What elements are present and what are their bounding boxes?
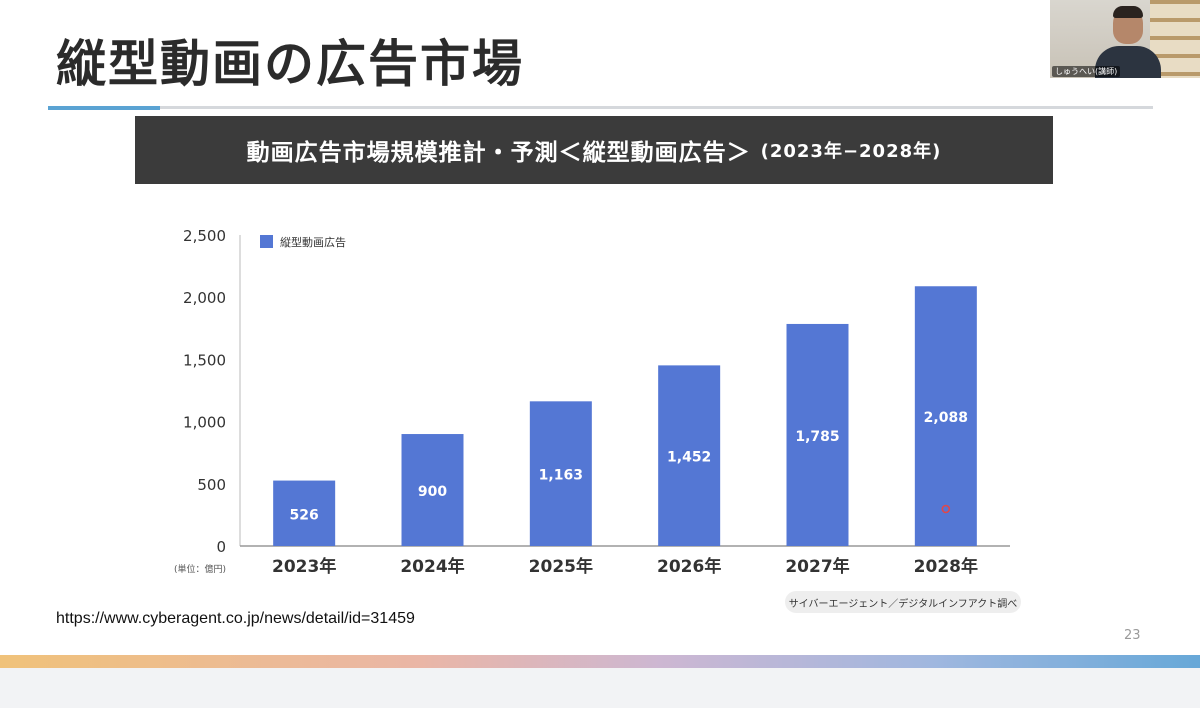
presenter-webcam: しゅうへい(講師) — [1050, 0, 1200, 78]
bar-value-label: 1,163 — [539, 468, 583, 484]
page-number: 23 — [1124, 628, 1141, 643]
bar — [914, 286, 977, 546]
y-tick-label: 1,000 — [183, 414, 226, 432]
x-tick-label: 2024年 — [400, 556, 464, 577]
y-tick-label: 0 — [216, 538, 226, 556]
bar — [658, 365, 721, 546]
laser-pointer-dot — [941, 504, 951, 514]
bar — [786, 323, 849, 546]
title-divider — [48, 106, 1153, 109]
y-tick-label: 1,500 — [183, 351, 226, 369]
bar — [401, 434, 464, 546]
bar — [529, 401, 592, 546]
y-tick-label: 500 — [197, 476, 226, 494]
chart-title: 動画広告市場規模推計・予測＜縦型動画広告＞ — [246, 140, 751, 166]
footer-gradient-bar — [0, 655, 1200, 668]
chart-title-banner: 動画広告市場規模推計・予測＜縦型動画広告＞ (2023年−2028年) — [135, 116, 1053, 184]
bar-value-label: 1,452 — [667, 450, 711, 466]
source-url: https://www.cyberagent.co.jp/news/detail… — [56, 610, 415, 627]
x-tick-label: 2027年 — [785, 556, 849, 577]
x-tick-label: 2026年 — [657, 556, 721, 577]
bar — [273, 480, 336, 546]
slide-title: 縦型動画の広告市場 — [56, 35, 524, 93]
unit-label: (単位：億円) — [174, 563, 226, 575]
x-tick-label: 2023年 — [272, 556, 336, 577]
x-tick-label: 2025年 — [529, 556, 593, 577]
bar-value-label: 1,785 — [795, 429, 839, 445]
bar-value-label: 2,088 — [924, 410, 968, 426]
legend-swatch — [260, 235, 273, 248]
source-credit: サイバーエージェント／デジタルインフアクト調べ — [785, 591, 1021, 613]
slide: 縦型動画の広告市場 動画広告市場規模推計・予測＜縦型動画広告＞ (2023年−2… — [0, 0, 1200, 668]
chart-title-years: (2023年−2028年) — [760, 141, 942, 162]
bar-chart: 0 500 1,000 1,500 2,000 2,500 526 2023年 900 2024年… — [174, 227, 1010, 577]
bar-value-label: 526 — [290, 507, 319, 523]
title-accent-line — [48, 106, 160, 110]
y-tick-label: 2,000 — [183, 289, 226, 307]
legend-label: 縦型動画広告 — [280, 235, 346, 249]
presenter-name: しゅうへい(講師) — [1052, 66, 1121, 77]
x-tick-label: 2028年 — [914, 556, 978, 577]
presenter-hair — [1113, 6, 1143, 18]
y-tick-label: 2,500 — [183, 227, 226, 245]
bar-value-label: 900 — [418, 484, 447, 500]
